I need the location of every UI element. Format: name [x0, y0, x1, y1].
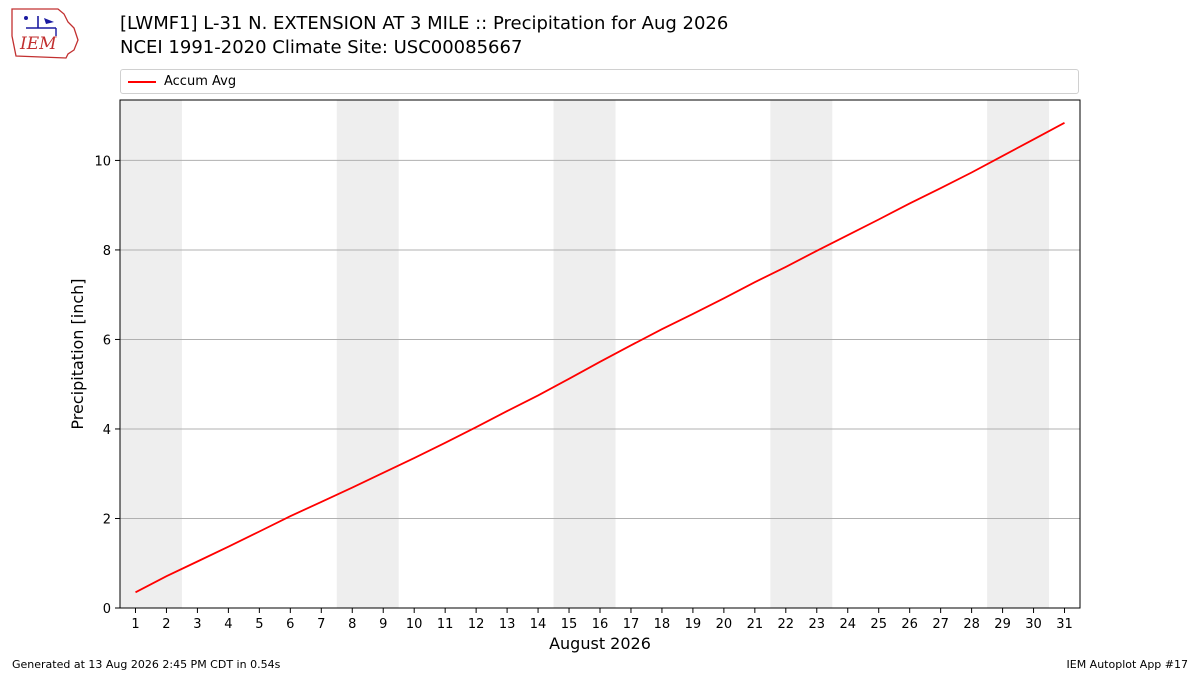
- iem-logo: IEM: [11, 8, 79, 59]
- x-tick-label-12: 12: [468, 617, 485, 632]
- x-tick-label-14: 14: [530, 617, 547, 632]
- x-tick-label-7: 7: [317, 617, 325, 632]
- y-tick-label-0: 0: [103, 602, 111, 617]
- x-tick-label-11: 11: [437, 617, 454, 632]
- x-tick-label-25: 25: [870, 617, 887, 632]
- x-tick-label-30: 30: [1025, 617, 1042, 632]
- x-tick-label-20: 20: [716, 617, 733, 632]
- chart-title: [LWMF1] L-31 N. EXTENSION AT 3 MILE :: P…: [120, 13, 729, 34]
- app-note: IEM Autoplot App #17: [1066, 658, 1189, 671]
- weekend-band-3: [553, 100, 616, 608]
- y-tick-label-6: 6: [103, 333, 111, 348]
- generated-note: Generated at 13 Aug 2026 2:45 PM CDT in …: [12, 658, 281, 671]
- x-tick-label-15: 15: [561, 617, 578, 632]
- legend-label-accum-avg: Accum Avg: [164, 74, 237, 89]
- legend: Accum Avg: [120, 69, 1079, 94]
- x-tick-label-28: 28: [963, 617, 980, 632]
- x-tick-label-27: 27: [932, 617, 949, 632]
- x-tick-label-1: 1: [131, 617, 139, 632]
- logo-text: IEM: [19, 34, 57, 54]
- x-tick-label-6: 6: [286, 617, 294, 632]
- y-tick-label-4: 4: [103, 423, 111, 438]
- legend-swatch-accum-avg: [128, 81, 156, 83]
- x-tick-label-2: 2: [162, 617, 170, 632]
- x-tick-label-19: 19: [685, 617, 702, 632]
- weekend-bands: [120, 100, 1050, 608]
- x-tick-label-31: 31: [1056, 617, 1073, 632]
- x-tick-label-18: 18: [654, 617, 671, 632]
- x-tick-label-23: 23: [809, 617, 826, 632]
- y-axis-ticks: 0 2 4 6 8 10: [94, 154, 120, 617]
- x-tick-label-21: 21: [747, 617, 764, 632]
- x-tick-label-22: 22: [778, 617, 795, 632]
- x-axis-ticks: 1 2 3 4 5 6 7 8 9 10 11 12 13 14 15 16 17 18 19 20 21 22 23 24 2…: [131, 608, 1073, 632]
- x-tick-label-17: 17: [623, 617, 640, 632]
- weekend-band-1: [120, 100, 182, 608]
- x-tick-label-24: 24: [839, 617, 856, 632]
- x-tick-label-8: 8: [348, 617, 356, 632]
- x-tick-label-10: 10: [406, 617, 423, 632]
- y-axis-label: Precipitation [inch]: [68, 278, 87, 429]
- y-tick-label-10: 10: [94, 154, 111, 169]
- x-tick-label-13: 13: [499, 617, 516, 632]
- x-tick-label-16: 16: [592, 617, 609, 632]
- series-line-accum-avg: [135, 122, 1065, 594]
- x-tick-label-5: 5: [255, 617, 263, 632]
- x-tick-label-3: 3: [193, 617, 201, 632]
- y-tick-label-8: 8: [103, 244, 111, 259]
- x-tick-label-4: 4: [224, 617, 232, 632]
- x-tick-label-29: 29: [994, 617, 1011, 632]
- x-axis-label: August 2026: [549, 634, 651, 653]
- weekend-band-5: [987, 100, 1050, 608]
- y-tick-label-2: 2: [103, 512, 111, 527]
- chart-subtitle: NCEI 1991-2020 Climate Site: USC00085667: [120, 37, 523, 58]
- x-tick-label-9: 9: [379, 617, 387, 632]
- x-tick-label-26: 26: [901, 617, 918, 632]
- weekend-band-4: [770, 100, 833, 608]
- weekend-band-2: [336, 100, 399, 608]
